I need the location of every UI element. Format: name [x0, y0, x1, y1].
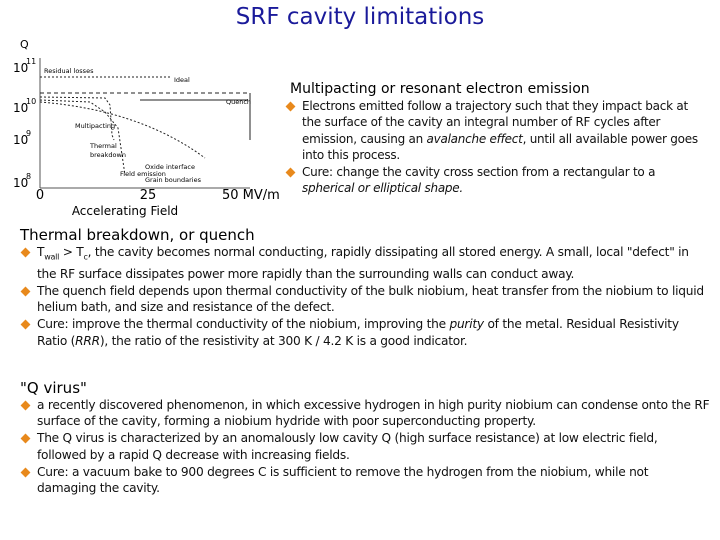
bullet: The quench field depends upon thermal co… [20, 283, 710, 316]
bullet: Twall > Tc, the cavity becomes normal co… [20, 244, 710, 283]
section-heading: Thermal breakdown, or quench [20, 226, 255, 244]
text-run: Cure: a vacuum bake to 900 degrees C is … [37, 464, 649, 496]
text-run: The Q virus is characterized by an anoma… [37, 431, 658, 462]
bullet: Cure: improve the thermal conductivity o… [20, 316, 710, 349]
annotation: Grain boundaries [145, 176, 202, 184]
section: Multipacting or resonant electron emissi… [285, 81, 710, 197]
annotation: breakdown [90, 151, 126, 159]
bullet: Cure: a vacuum bake to 900 degrees C is … [20, 464, 710, 497]
text-run: c [83, 252, 88, 262]
bullet-marker [20, 247, 31, 258]
x-tick-label: 50 MV/m [222, 188, 280, 203]
text-run: Cure: change the cavity cross section fr… [302, 164, 656, 179]
text-run: spherical or elliptical shape. [302, 181, 463, 195]
bullet-marker [20, 433, 31, 444]
text-run: purity [449, 316, 484, 331]
x-tick-label: 25 [140, 188, 157, 203]
y-tick-base: 10 [13, 101, 28, 115]
slide-title: SRF cavity limitations [235, 4, 485, 30]
breakdown-curve [39, 99, 126, 176]
y-tick-base: 10 [13, 61, 28, 75]
text-run: RRR [75, 333, 100, 348]
field-emission-curve [39, 101, 206, 159]
y-tick-exp: 8 [26, 172, 31, 181]
text-run: ), the ratio of the resistivity at 300 K… [99, 333, 468, 348]
y-tick-base: 10 [13, 176, 28, 190]
bullet-marker [20, 319, 31, 330]
text-run: , until all available power goes into th… [302, 131, 698, 163]
text-run: T [37, 244, 45, 259]
bullet-marker [20, 286, 31, 296]
annotation: Quench [226, 98, 251, 106]
annotation: Multipacting [75, 122, 115, 130]
bullet-marker [285, 101, 296, 111]
x-tick-label: 0 [36, 188, 44, 203]
section-heading: "Q virus" [20, 379, 87, 397]
text-run: Electrons emitted follow a trajectory su… [302, 98, 688, 146]
section: Thermal breakdown, or quench Twall > Tc, … [20, 227, 710, 349]
section: "Q virus" a recently discovered phenomeno… [20, 380, 710, 497]
bullet: Cure: change the cavity cross section fr… [285, 164, 710, 197]
bullet: Electrons emitted follow a trajectory su… [285, 98, 710, 164]
y-axis-label: Q [20, 38, 29, 51]
bullet: a recently discovered phenomenon, in whi… [20, 397, 710, 430]
annotation: Field emission [120, 170, 166, 178]
text-run: avalanche effect [426, 131, 523, 146]
text-run: The quench field depends upon thermal co… [37, 283, 704, 315]
bullet-marker [20, 400, 31, 411]
text-run: > T [59, 244, 84, 259]
y-tick-exp: 11 [26, 57, 36, 66]
section-heading: Multipacting or resonant electron emissi… [290, 81, 590, 97]
text-run: a recently discovered phenomenon, in whi… [37, 397, 710, 429]
annotation: Oxide interface [145, 163, 195, 171]
y-tick-base: 10 [13, 133, 28, 147]
multipacting-curve [39, 96, 115, 141]
text-run: of the metal. Residual Resistivity Ratio… [37, 316, 679, 348]
text-run: wall [44, 252, 60, 262]
bullet-marker [20, 467, 31, 477]
annotation: Residual losses [44, 67, 94, 75]
bullet: The Q virus is characterized by an anoma… [20, 430, 710, 463]
text-run: Cure: improve the thermal conductivity o… [37, 316, 450, 331]
x-axis-label: Accelerating Field [72, 204, 178, 218]
bullet-marker [285, 167, 296, 177]
text-run: , the cavity becomes normal conducting, … [37, 244, 689, 281]
annotation: Thermal [89, 142, 117, 150]
y-tick-exp: 9 [26, 129, 31, 138]
y-tick-exp: 10 [26, 97, 36, 106]
annotation: Ideal [174, 76, 190, 84]
